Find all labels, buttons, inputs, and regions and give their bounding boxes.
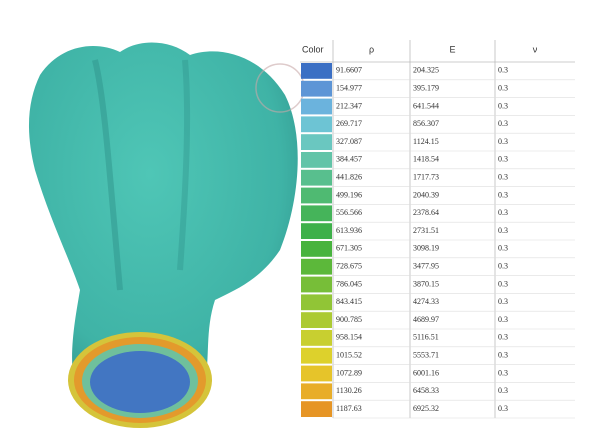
poisson-cell: 0.3 [498, 119, 508, 128]
density-cell: 154.977 [336, 84, 362, 93]
density-cell: 613.936 [336, 226, 362, 235]
poisson-cell: 0.3 [498, 297, 508, 306]
poisson-cell: 0.3 [498, 404, 508, 413]
poisson-cell: 0.3 [498, 101, 508, 110]
color-swatch [301, 276, 332, 293]
color-swatch [301, 347, 332, 364]
color-swatch [301, 134, 332, 150]
density-cell: 1015.52 [336, 351, 362, 360]
density-cell: 1130.26 [336, 386, 362, 395]
color-swatch [301, 241, 332, 257]
poisson-cell: 0.3 [498, 173, 508, 182]
poisson-cell: 0.3 [498, 279, 508, 288]
density-cell: 91.6607 [336, 66, 362, 75]
color-swatch [301, 365, 332, 382]
modulus-cell: 4689.97 [413, 315, 439, 324]
modulus-cell: 856.307 [413, 119, 439, 128]
density-cell: 384.457 [336, 155, 362, 164]
bone-ridge [177, 59, 191, 271]
section-core [90, 351, 190, 413]
modulus-cell: 3477.95 [413, 262, 439, 271]
modulus-cell: 6001.16 [413, 368, 439, 377]
bone-surface [28, 42, 298, 418]
color-swatch [301, 169, 332, 186]
modulus-cell: 204.325 [413, 66, 439, 75]
density-cell: 1187.63 [336, 404, 362, 413]
poisson-cell: 0.3 [498, 66, 508, 75]
bone-model [28, 42, 305, 428]
modulus-cell: 2378.64 [413, 208, 439, 217]
density-cell: 556.566 [336, 208, 362, 217]
modulus-cell: 1717.73 [413, 173, 439, 182]
density-cell: 843.415 [336, 297, 362, 306]
color-swatch [301, 312, 332, 328]
density-cell: 327.087 [336, 137, 362, 146]
color-swatch [301, 116, 332, 133]
modulus-cell: 3870.15 [413, 279, 439, 288]
density-cell: 441.826 [336, 173, 362, 182]
poisson-cell: 0.3 [498, 208, 508, 217]
density-cell: 728.675 [336, 262, 362, 271]
poisson-cell: 0.3 [498, 333, 508, 342]
color-swatch [301, 258, 332, 275]
modulus-cell: 6925.32 [413, 404, 439, 413]
poisson-cell: 0.3 [498, 137, 508, 146]
modulus-cell: 2040.39 [413, 190, 439, 199]
column-header: ν [533, 44, 538, 54]
modulus-cell: 6458.33 [413, 386, 439, 395]
density-cell: 1072.89 [336, 368, 362, 377]
poisson-cell: 0.3 [498, 226, 508, 235]
bone-ridge [92, 59, 123, 291]
poisson-cell: 0.3 [498, 190, 508, 199]
modulus-cell: 395.179 [413, 84, 439, 93]
density-cell: 671.305 [336, 244, 362, 253]
poisson-cell: 0.3 [498, 155, 508, 164]
poisson-cell: 0.3 [498, 386, 508, 395]
color-swatch [301, 80, 332, 97]
poisson-cell: 0.3 [498, 84, 508, 93]
modulus-cell: 2731.51 [413, 226, 439, 235]
density-cell: 269.717 [336, 119, 362, 128]
poisson-cell: 0.3 [498, 368, 508, 377]
modulus-cell: 5553.71 [413, 351, 439, 360]
color-swatch [301, 294, 332, 311]
color-swatch [301, 205, 332, 222]
modulus-cell: 5116.51 [413, 333, 439, 342]
color-swatch [301, 63, 332, 79]
poisson-cell: 0.3 [498, 351, 508, 360]
column-header: Color [302, 44, 324, 54]
density-cell: 499.196 [336, 190, 362, 199]
color-swatch [301, 152, 332, 168]
poisson-cell: 0.3 [498, 262, 508, 271]
color-swatch [301, 401, 332, 417]
poisson-cell: 0.3 [498, 315, 508, 324]
poisson-cell: 0.3 [498, 244, 508, 253]
density-cell: 786.045 [336, 279, 362, 288]
modulus-cell: 1124.15 [413, 137, 439, 146]
color-swatch [301, 223, 332, 239]
color-swatch [301, 98, 332, 115]
column-header: ρ [369, 44, 374, 54]
color-swatch [301, 383, 332, 400]
modulus-cell: 641.544 [413, 101, 439, 110]
density-cell: 212.347 [336, 101, 362, 110]
modulus-cell: 3098.19 [413, 244, 439, 253]
density-cell: 958.154 [336, 333, 362, 342]
column-header: E [449, 44, 455, 54]
modulus-cell: 4274.33 [413, 297, 439, 306]
color-swatch [301, 330, 332, 346]
density-cell: 900.785 [336, 315, 362, 324]
color-swatch [301, 187, 332, 204]
modulus-cell: 1418.54 [413, 155, 439, 164]
